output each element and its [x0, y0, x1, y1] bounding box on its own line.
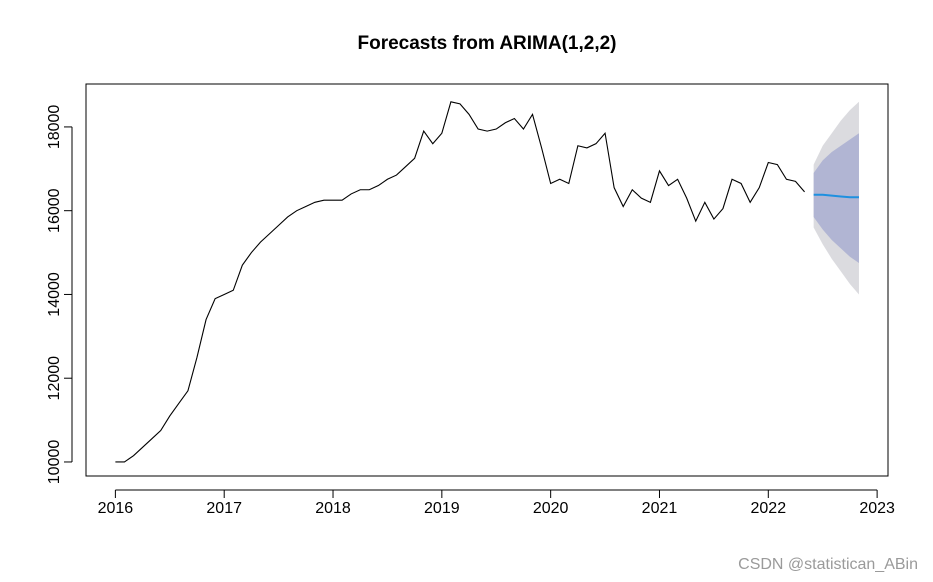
x-tick-label: 2017	[206, 500, 242, 517]
x-tick-label: 2019	[424, 500, 460, 517]
y-tick-label: 10000	[46, 440, 63, 485]
x-tick-label: 2018	[315, 500, 351, 517]
observed-line	[115, 101, 805, 463]
x-tick-label: 2021	[642, 500, 678, 517]
x-tick-label: 2022	[751, 500, 787, 517]
watermark: CSDN @statistican_ABin	[738, 556, 918, 573]
x-tick-label: 2020	[533, 500, 569, 517]
plot-frame	[85, 83, 889, 477]
y-tick-label: 12000	[46, 356, 63, 401]
forecast-line	[813, 193, 859, 199]
y-tick-label: 14000	[46, 272, 63, 317]
y-tick-label: 18000	[46, 105, 63, 150]
y-tick-label: 16000	[46, 188, 63, 233]
chart-title: Forecasts from ARIMA(1,2,2)	[357, 33, 616, 54]
interval-80	[813, 133, 859, 264]
x-tick-label: 2023	[859, 500, 895, 517]
x-tick-label: 2016	[98, 500, 134, 517]
